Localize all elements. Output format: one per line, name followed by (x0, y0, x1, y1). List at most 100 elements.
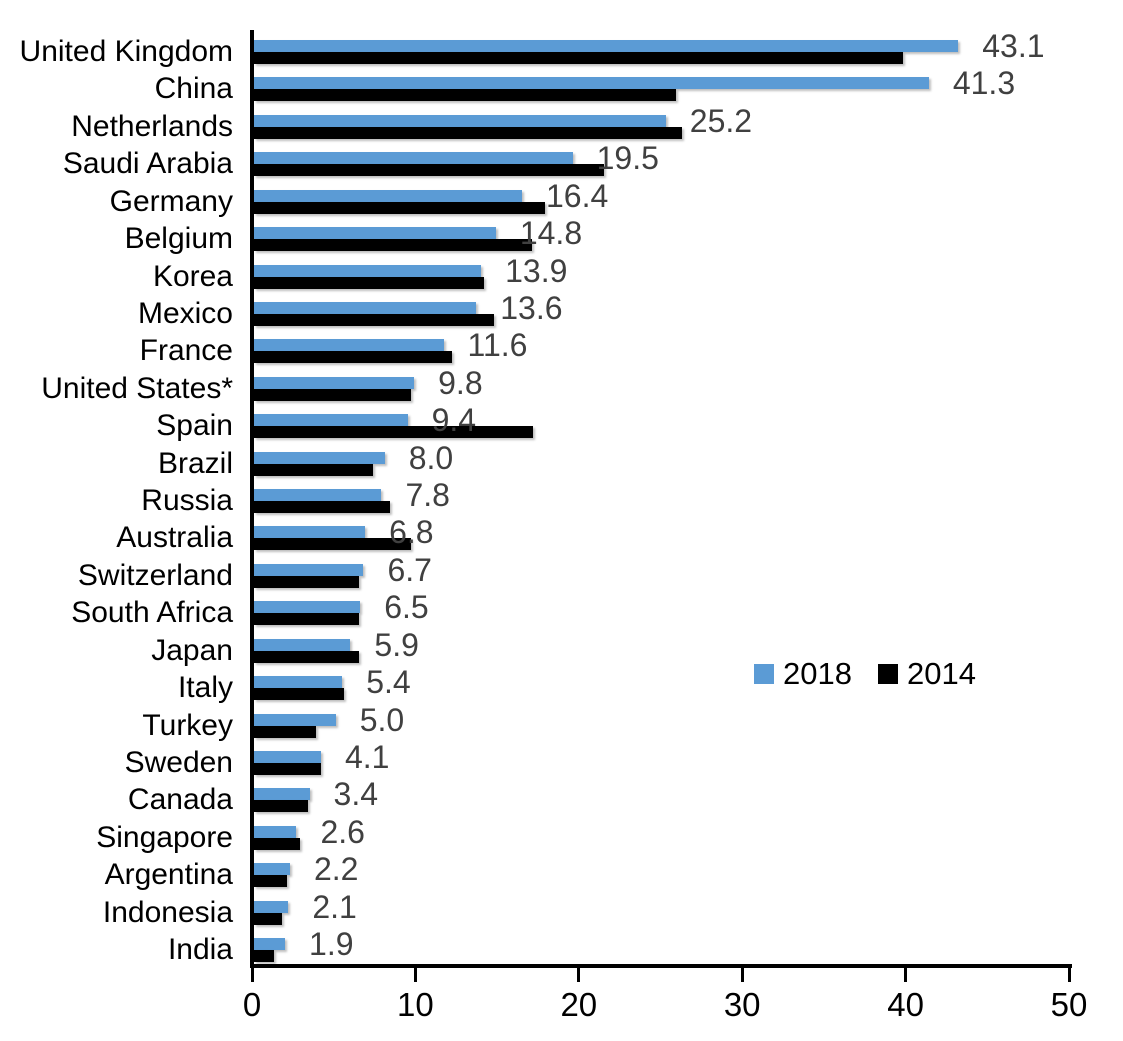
bar-2014-germany (254, 201, 545, 214)
value-label-russia: 7.8 (405, 477, 450, 514)
category-label-united-kingdom: United Kingdom (19, 35, 233, 68)
legend-label-2018: 2018 (783, 656, 852, 691)
value-label-france: 11.6 (467, 327, 528, 364)
category-label-switzerland: Switzerland (77, 558, 233, 592)
chart-row-china: China 41.3 (0, 65, 1123, 106)
x-axis-line (250, 964, 1072, 968)
bar-2018-italy (254, 676, 343, 689)
bar-2018-japan (254, 638, 351, 651)
bar-2018-netherlands (254, 114, 666, 127)
bar-2014-saudi-arabia (254, 164, 604, 177)
bar-2018-mexico (254, 301, 477, 314)
category-label-saudi-arabia: Saudi Arabia (62, 147, 233, 181)
chart-row-singapore: Singapore 2.6 (0, 813, 1123, 854)
bar-2018-india (254, 938, 286, 951)
category-label-china: China (154, 72, 233, 106)
value-label-korea: 13.9 (505, 252, 568, 289)
chart-row-australia: Australia 6.8 (0, 514, 1123, 554)
bar-2014-netherlands (254, 126, 683, 139)
x-tick-label-30: 30 (723, 986, 761, 1023)
value-label-argentina: 2.2 (313, 851, 359, 888)
chart-row-mexico: Mexico 13.6 (0, 290, 1123, 330)
bar-2018-belgium (254, 227, 496, 240)
value-label-australia: 6.8 (389, 514, 434, 551)
value-label-singapore: 2.6 (320, 813, 365, 850)
chart-row-italy: Italy 5.4 (0, 664, 1123, 704)
category-label-japan: Japan (151, 633, 233, 667)
x-tick-50 (1067, 968, 1071, 982)
bar-2014-belgium (254, 239, 532, 252)
category-label-india: India (167, 933, 233, 967)
bar-2014-turkey (254, 725, 317, 738)
category-label-brazil: Brazil (157, 446, 233, 480)
x-tick-label-50: 50 (1050, 986, 1088, 1023)
bar-2018-south-africa (254, 601, 361, 614)
value-label-switzerland: 6.7 (387, 551, 432, 588)
category-label-singapore: Singapore (96, 820, 233, 854)
chart-row-indonesia: Indonesia 2.1 (0, 888, 1123, 929)
category-label-turkey: Turkey (142, 708, 233, 742)
bar-2014-australia (254, 538, 411, 551)
chart-row-netherlands: Netherlands 25.2 (0, 102, 1123, 143)
category-label-spain: Spain (156, 409, 233, 443)
bar-2018-brazil (254, 451, 385, 464)
x-tick-30 (740, 968, 744, 982)
bar-2018-germany (254, 189, 522, 202)
value-label-italy: 5.4 (366, 664, 411, 701)
chart-row-south-africa: South Africa 6.5 (0, 589, 1123, 629)
bar-2018-indonesia (254, 900, 289, 913)
bar-2018-sweden (254, 750, 321, 763)
bar-2018-united-kingdom (254, 40, 959, 52)
category-label-netherlands: Netherlands (71, 109, 233, 143)
bar-2018-china (254, 77, 929, 90)
x-tick-40 (904, 968, 908, 982)
bar-2014-switzerland (254, 575, 359, 588)
value-label-india: 1.9 (309, 926, 354, 963)
x-tick-10 (413, 968, 417, 982)
legend-item-2018: 2018 (754, 656, 852, 691)
bar-2018-australia (254, 526, 366, 539)
value-label-indonesia: 2.1 (312, 888, 357, 925)
category-label-sweden: Sweden (124, 745, 233, 779)
x-tick-label-10: 10 (397, 986, 434, 1023)
bar-2018-switzerland (254, 563, 364, 576)
bar-2014-korea (254, 276, 485, 289)
x-tick-label-0: 0 (242, 986, 262, 1023)
category-label-united-states: United States* (41, 371, 233, 405)
value-label-saudi-arabia: 19.5 (596, 140, 659, 177)
chart-row-belgium: Belgium 14.8 (0, 215, 1123, 256)
bar-2014-spain (254, 426, 534, 439)
bar-2018-france (254, 339, 444, 352)
bar-2014-japan (254, 650, 359, 663)
x-tick-0 (250, 968, 254, 982)
value-label-turkey: 5.0 (359, 701, 405, 738)
bar-2014-singapore (254, 837, 300, 850)
bar-2018-spain (254, 414, 408, 427)
bar-2018-united-states (254, 376, 415, 389)
category-label-argentina: Argentina (104, 858, 233, 892)
bar-2018-saudi-arabia (254, 152, 573, 165)
chart-row-argentina: Argentina 2.2 (0, 851, 1123, 892)
bar-2014-canada (254, 800, 308, 813)
x-tick-label-20: 20 (560, 986, 598, 1023)
bar-2014-india (254, 950, 274, 963)
value-label-spain: 9.4 (431, 402, 477, 439)
category-label-belgium: Belgium (124, 222, 233, 256)
value-label-belgium: 14.8 (519, 215, 583, 252)
chart-row-saudi-arabia: Saudi Arabia 19.5 (0, 140, 1123, 181)
chart-row-germany: Germany 16.4 (0, 178, 1123, 218)
legend-swatch-2018 (754, 664, 774, 684)
x-tick-20 (577, 968, 581, 982)
legend-swatch-2014 (877, 664, 898, 684)
bar-2014-mexico (254, 313, 495, 326)
value-label-china: 41.3 (952, 65, 1016, 102)
category-label-russia: Russia (141, 484, 233, 518)
bar-2014-france (254, 351, 452, 364)
chart-row-sweden: Sweden 4.1 (0, 739, 1123, 779)
value-label-netherlands: 25.2 (689, 102, 753, 139)
chart-row-korea: Korea 13.9 (0, 252, 1123, 293)
category-label-indonesia: Indonesia (102, 895, 233, 929)
chart-row-switzerland: Switzerland 6.7 (0, 551, 1123, 592)
bar-2014-united-kingdom (254, 52, 903, 64)
